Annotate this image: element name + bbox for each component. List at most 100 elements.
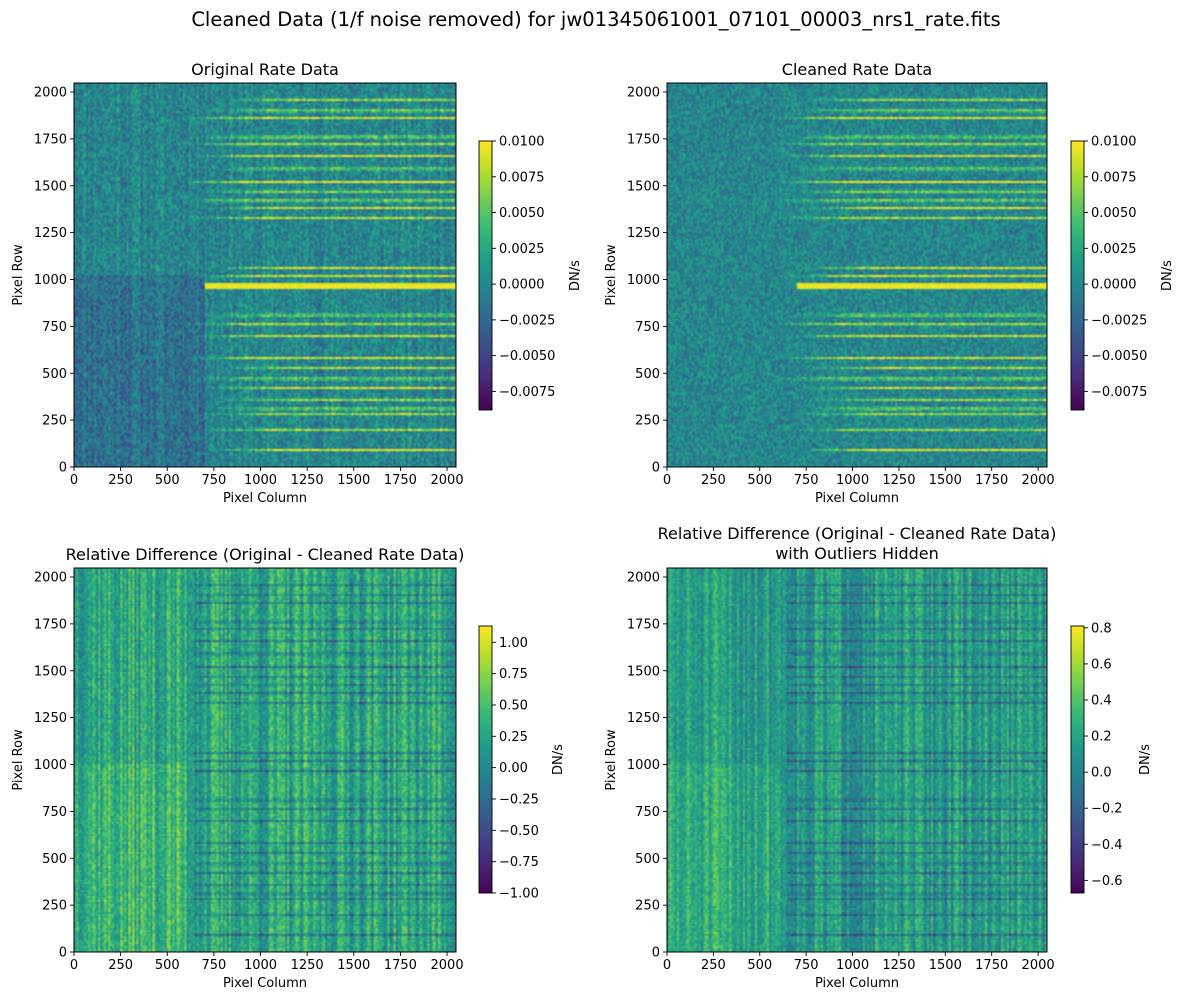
y-tick-label: 2000: [34, 571, 67, 586]
x-tick-label: 750: [201, 958, 226, 973]
y-tick-label: 1000: [34, 758, 67, 773]
panel-3: 0 250 500 750 1000 1250 1500 1750 2000 0 250 500 750…: [11, 545, 566, 991]
axes-frame: [73, 82, 457, 468]
x-tick-label: 1000: [836, 473, 869, 488]
y-axis-label: Pixel Row: [604, 729, 619, 791]
x-axis-label: Pixel Column: [223, 491, 307, 506]
colorbar-label: DN/s: [1160, 260, 1175, 291]
x-tick-label: 250: [701, 958, 726, 973]
x-tick-label: 250: [108, 473, 133, 488]
x-tick-label: 500: [155, 958, 180, 973]
x-tick-label: 0: [70, 473, 78, 488]
x-tick-label: 500: [155, 473, 180, 488]
y-tick-label: 1250: [34, 711, 67, 726]
heatmap-image: [74, 568, 456, 952]
y-axis-label: Pixel Row: [11, 729, 26, 791]
colorbar-tick-label: −0.0025: [1091, 313, 1147, 328]
panel-title: Relative Difference (Original - Cleaned …: [658, 524, 1057, 543]
colorbar-tick-label: 0.0000: [1091, 278, 1137, 293]
colorbar-tick-label: −0.0025: [499, 313, 555, 328]
colorbar-tick-label: −0.0050: [499, 349, 555, 364]
colorbar-tick-label: 0.0050: [1091, 206, 1137, 221]
y-tick-label: 750: [42, 320, 67, 335]
panel-title: Relative Difference (Original - Cleaned …: [66, 545, 465, 564]
x-tick-label: 1750: [384, 473, 417, 488]
y-tick-label: 250: [635, 414, 660, 429]
colorbar-tick-label: 0.0025: [499, 242, 545, 257]
x-tick-label: 750: [794, 958, 819, 973]
x-tick-label: 2000: [1022, 473, 1055, 488]
x-axis-label: Pixel Column: [223, 976, 307, 991]
axes-frame: [666, 567, 1048, 953]
colorbar-tick-label: 0.2: [1091, 730, 1112, 745]
y-tick-label: 2000: [34, 86, 67, 101]
y-tick-label: 1000: [627, 273, 660, 288]
colorbar-tick-label: −1.00: [499, 887, 539, 902]
colorbar-tick-label: −0.50: [499, 824, 539, 839]
colorbar-tick-label: 0.75: [499, 667, 528, 682]
y-tick-label: 750: [635, 320, 660, 335]
y-tick-label: 2000: [627, 571, 660, 586]
colorbar-tick-label: −0.25: [499, 792, 539, 807]
y-tick-label: 1000: [627, 758, 660, 773]
colorbar-tick-label: −0.4: [1091, 838, 1123, 853]
colorbar-tick-label: 0.0000: [499, 278, 545, 293]
axes-frame: [73, 567, 457, 953]
colorbar-tick-label: −0.0075: [499, 385, 555, 400]
y-axis-label: Pixel Row: [11, 244, 26, 306]
x-axis-label: Pixel Column: [815, 491, 899, 506]
y-tick-label: 500: [42, 367, 67, 382]
colorbar-tick-label: 1.00: [499, 636, 528, 651]
y-tick-label: 1250: [627, 711, 660, 726]
y-tick-label: 1250: [34, 226, 67, 241]
x-tick-label: 1000: [244, 473, 277, 488]
panel-title: Cleaned Rate Data: [782, 60, 932, 79]
x-tick-label: 2000: [431, 958, 464, 973]
colorbar-tick-label: 0.0100: [1091, 135, 1137, 150]
x-tick-label: 0: [663, 473, 671, 488]
y-tick-label: 1500: [627, 664, 660, 679]
colorbar-label: DN/s: [551, 744, 566, 775]
y-tick-label: 1750: [627, 132, 660, 147]
y-tick-label: 0: [652, 461, 660, 476]
x-tick-label: 1500: [929, 958, 962, 973]
x-tick-label: 1000: [836, 958, 869, 973]
y-tick-label: 1750: [627, 617, 660, 632]
y-tick-label: 250: [635, 899, 660, 914]
x-tick-label: 1500: [929, 473, 962, 488]
colorbar-tick-label: 0.0075: [499, 170, 545, 185]
panel-2: 0 250 500 750 1000 1250 1500 1750 2000 0 250 500 750…: [604, 60, 1175, 506]
x-tick-label: 1750: [975, 473, 1008, 488]
y-tick-label: 1500: [34, 179, 67, 194]
y-axis-label: Pixel Row: [604, 244, 619, 306]
x-tick-label: 1750: [975, 958, 1008, 973]
panel-4: 0 250 500 750 1000 1250 1500 1750 2000 0 250 500 750…: [604, 524, 1153, 991]
x-axis-label: Pixel Column: [815, 976, 899, 991]
colorbar-tick-label: −0.2: [1091, 802, 1123, 817]
colorbar-tick-label: 0.4: [1091, 693, 1112, 708]
x-tick-label: 250: [701, 473, 726, 488]
colorbar-frame: [478, 140, 493, 411]
colorbar-frame: [478, 625, 493, 894]
x-tick-label: 1250: [291, 958, 324, 973]
x-tick-label: 500: [747, 473, 772, 488]
y-tick-label: 1000: [34, 273, 67, 288]
colorbar-frame: [1070, 625, 1085, 894]
x-tick-label: 1250: [291, 473, 324, 488]
axes-frame: [666, 82, 1048, 468]
colorbar-tick-label: 0.6: [1091, 657, 1112, 672]
y-tick-label: 1250: [627, 226, 660, 241]
x-tick-label: 1250: [882, 473, 915, 488]
colorbar-tick-label: 0.25: [499, 730, 528, 745]
colorbar-tick-label: 0.0075: [1091, 170, 1137, 185]
y-tick-label: 1750: [34, 132, 67, 147]
colorbar: [479, 141, 492, 410]
colorbar-label: DN/s: [568, 260, 583, 291]
colorbar-tick-label: 0.0100: [499, 135, 545, 150]
colorbar: [1071, 626, 1084, 893]
colorbar: [479, 626, 492, 893]
x-tick-label: 2000: [1022, 958, 1055, 973]
y-tick-label: 0: [652, 946, 660, 961]
y-tick-label: 250: [42, 414, 67, 429]
